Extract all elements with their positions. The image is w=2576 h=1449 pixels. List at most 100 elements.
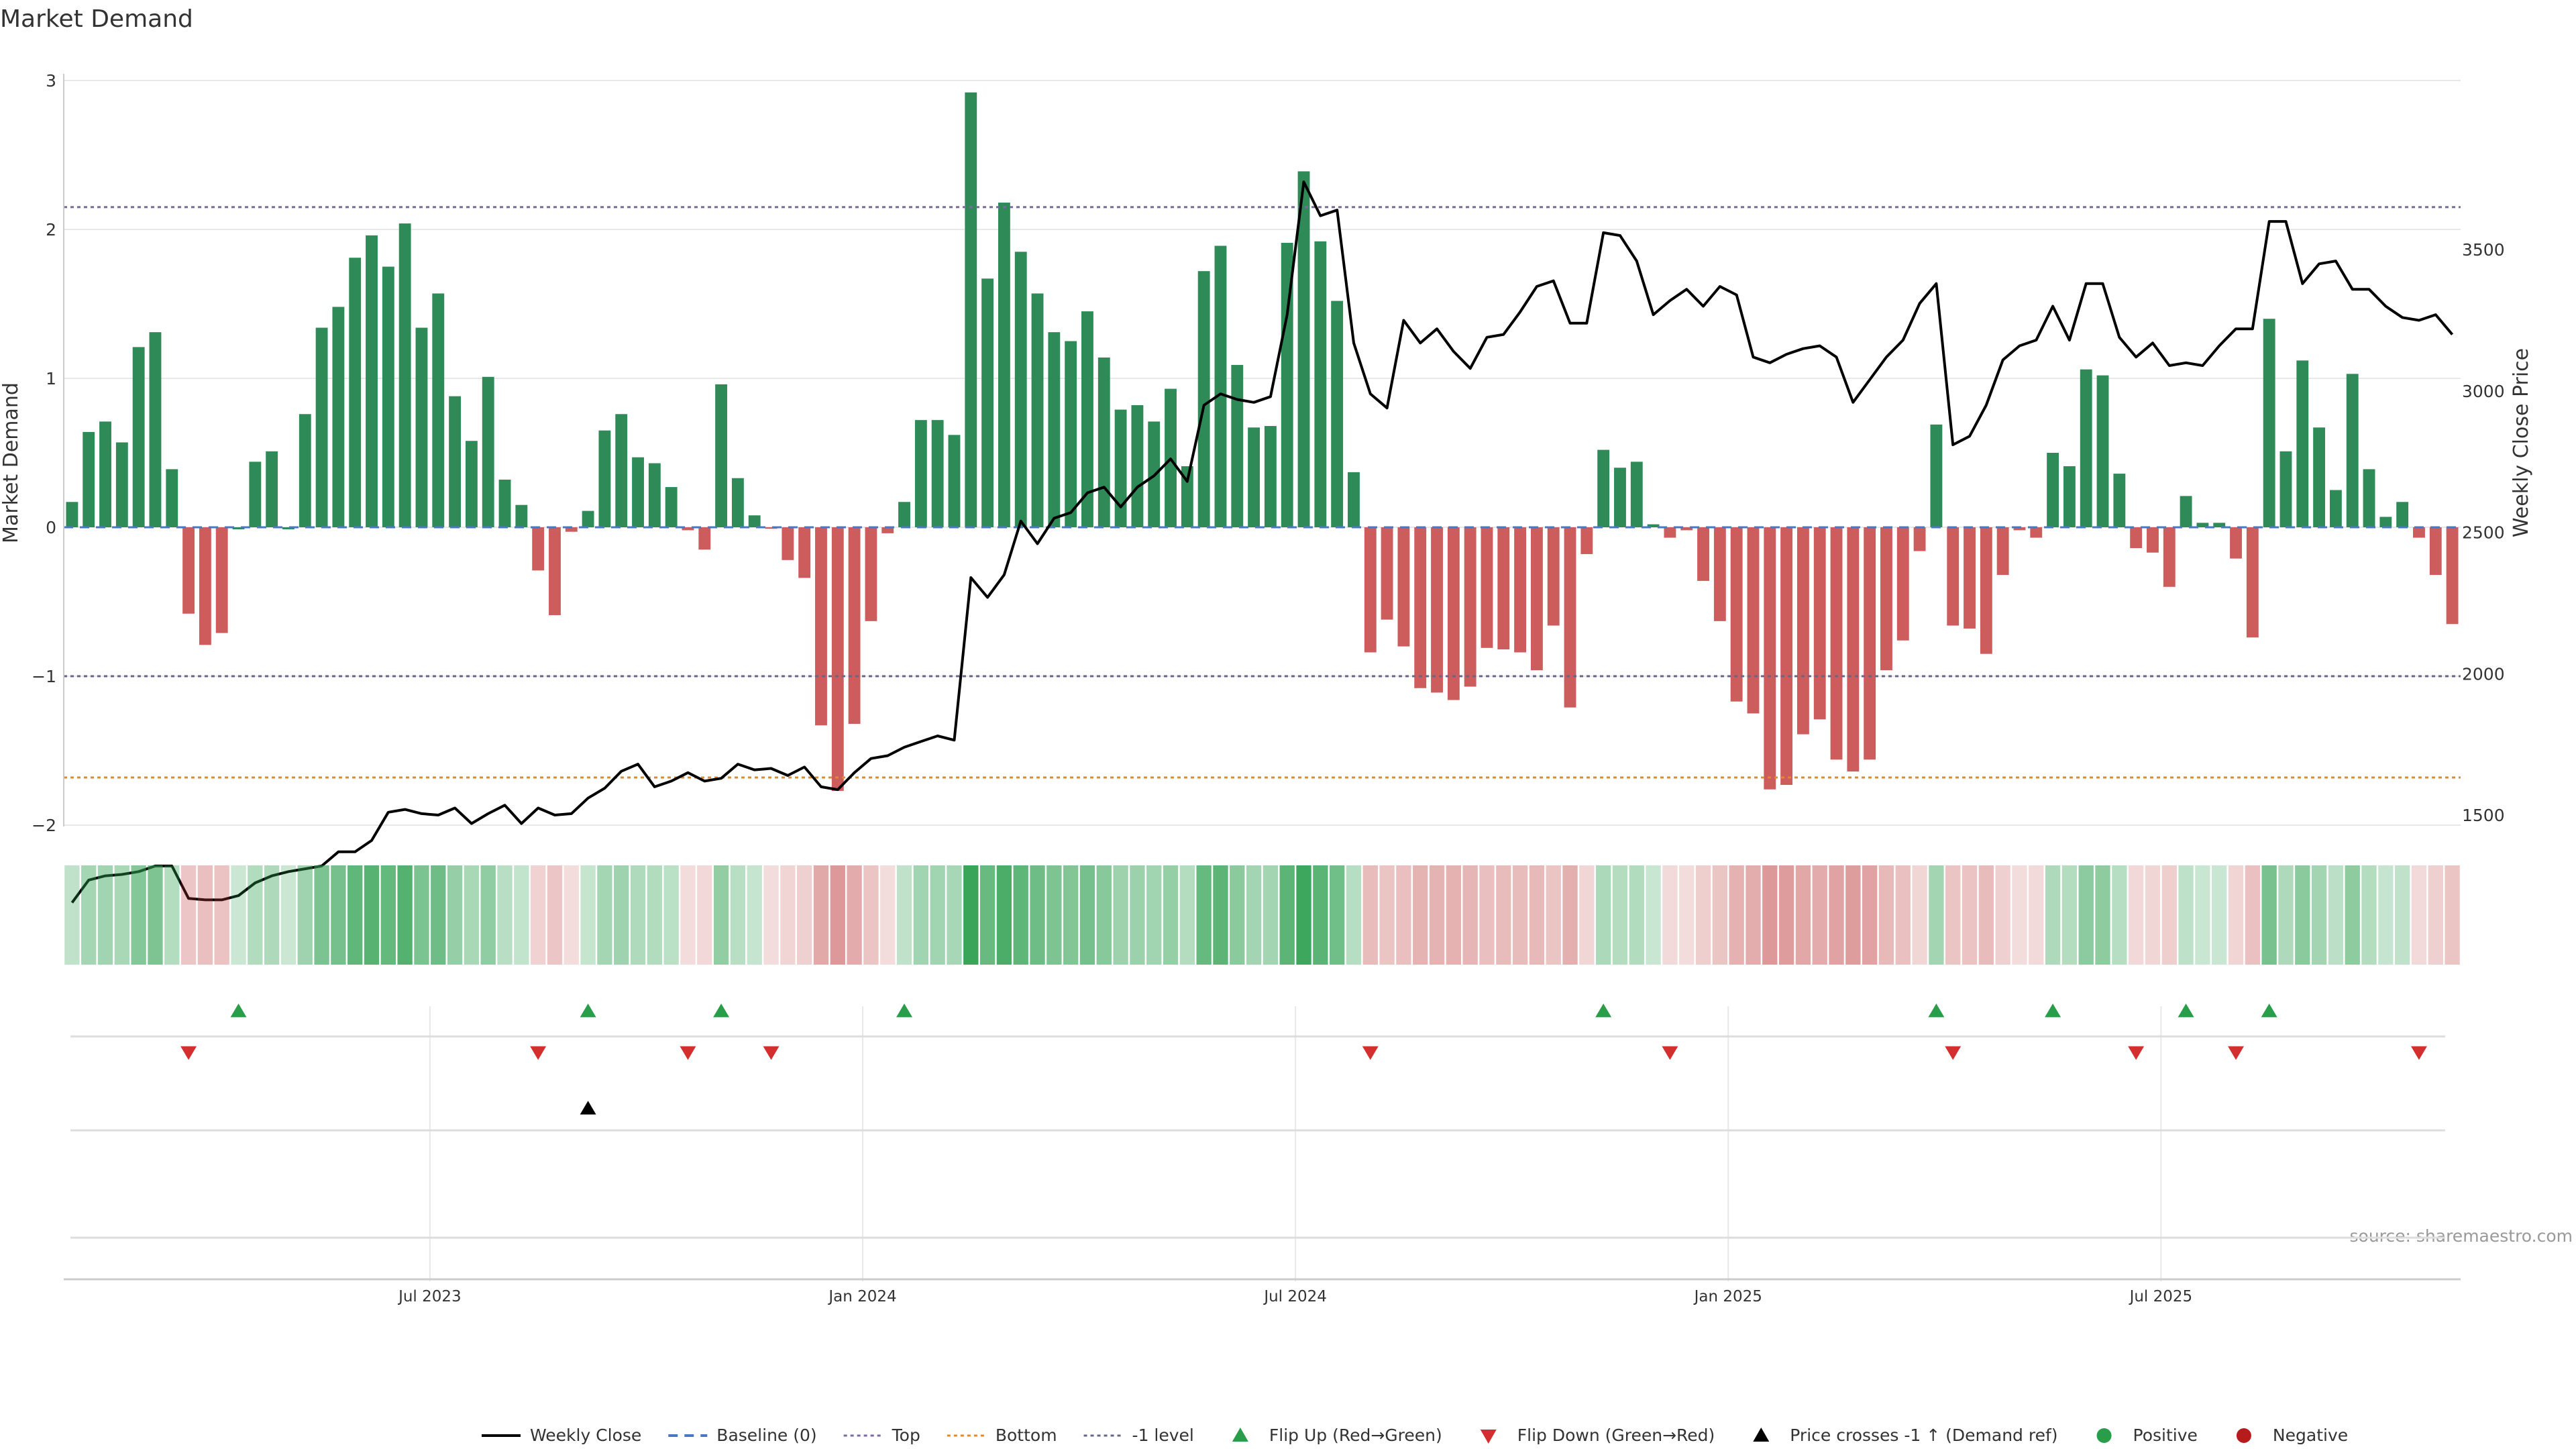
- flip-down-marker: [180, 1046, 197, 1060]
- demand-bar: [299, 414, 311, 527]
- demand-bar: [682, 527, 694, 531]
- flip-down-marker: [1945, 1046, 1962, 1060]
- demand-bar: [2263, 319, 2275, 527]
- heat-cell: [1296, 865, 1311, 965]
- heat-cell: [1413, 865, 1428, 965]
- heat-cell: [114, 865, 130, 965]
- demand-bar: [2396, 502, 2409, 527]
- heat-cell: [847, 865, 862, 965]
- demand-bar: [1847, 527, 1860, 772]
- heat-cell: [896, 865, 912, 965]
- heat-cell: [514, 865, 529, 965]
- heat-cell: [364, 865, 380, 965]
- demand-bar: [215, 527, 228, 633]
- y2-tick-label: 1500: [2462, 806, 2505, 825]
- heat-cell: [280, 865, 297, 965]
- heat-cell: [2261, 865, 2277, 965]
- heat-cell: [2012, 865, 2027, 965]
- demand-bar: [1348, 472, 1360, 527]
- flip-up-marker: [580, 1004, 596, 1018]
- demand-bar: [166, 469, 178, 527]
- demand-bar: [1397, 527, 1410, 647]
- heat-cell: [963, 865, 979, 965]
- heat-cell: [1945, 865, 1961, 965]
- demand-bar: [782, 527, 794, 560]
- flip-up-marker: [896, 1004, 913, 1018]
- flip-down-marker: [763, 1046, 780, 1060]
- heat-cell: [2195, 865, 2210, 965]
- demand-bar: [83, 431, 95, 527]
- heat-cell: [480, 865, 496, 965]
- y2-tick-label: 3500: [2462, 240, 2505, 260]
- demand-bar: [1197, 271, 1210, 527]
- grid-layer: [64, 80, 2461, 1281]
- demand-bar: [2379, 517, 2392, 527]
- demand-bar: [1065, 341, 1077, 527]
- demand-bar: [1747, 527, 1760, 714]
- source-label: source: sharemaestro.com: [2350, 1226, 2573, 1246]
- heat-cell: [2411, 865, 2427, 965]
- y2-tick-label: 2500: [2462, 523, 2505, 543]
- demand-bar: [1097, 357, 1110, 527]
- flip-down-marker: [2410, 1046, 2427, 1060]
- demand-bar: [465, 441, 478, 527]
- legend: Weekly Close Baseline (0) Top Bottom -1 leve…: [482, 1426, 2348, 1445]
- demand-bar: [249, 462, 262, 527]
- heat-cell: [214, 865, 229, 965]
- heat-cell: [464, 865, 480, 965]
- demand-bar: [1214, 246, 1227, 527]
- demand-bar: [1530, 527, 1543, 671]
- demand-bar: [149, 332, 162, 527]
- demand-bar: [1680, 527, 1693, 531]
- heat-cell: [2128, 865, 2144, 965]
- demand-bar: [1730, 527, 1743, 702]
- heat-cell: [2345, 865, 2360, 965]
- demand-bar: [532, 527, 545, 571]
- demand-bar: [2113, 474, 2126, 527]
- legend-item: Bottom: [947, 1426, 1057, 1445]
- flip-down-marker: [1662, 1046, 1678, 1060]
- y-tick-label: 1: [46, 369, 56, 388]
- heat-cell: [780, 865, 796, 965]
- heat-cell: [547, 865, 563, 965]
- heat-cell: [2078, 865, 2094, 965]
- heat-cell: [747, 865, 762, 965]
- flip-up-marker: [713, 1004, 730, 1018]
- demand-bar: [2013, 527, 2026, 531]
- heat-cell: [2278, 865, 2294, 965]
- heat-cell: [1030, 865, 1045, 965]
- heat-cell: [813, 865, 829, 965]
- legend-label: Flip Down (Green→Red): [1517, 1426, 1715, 1445]
- legend-swatch: [2096, 1428, 2112, 1443]
- demand-bar: [432, 293, 445, 527]
- demand-heat-strip: [64, 865, 2460, 965]
- heat-cell: [1762, 865, 1778, 965]
- demand-bar: [582, 511, 594, 527]
- demand-bar: [2213, 523, 2226, 527]
- legend-swatch: [1232, 1428, 1248, 1442]
- heat-cell: [1379, 865, 1395, 965]
- heat-cell: [630, 865, 646, 965]
- demand-bar: [831, 527, 844, 791]
- heat-cell: [614, 865, 629, 965]
- demand-bar: [565, 527, 578, 532]
- demand-bar: [1996, 527, 2009, 576]
- demand-bar: [199, 527, 211, 645]
- legend-label: Baseline (0): [716, 1426, 816, 1445]
- demand-bar: [2279, 451, 2292, 527]
- demand-bar: [2163, 527, 2176, 587]
- demand-bar: [1364, 527, 1377, 653]
- weekly-close-line: [70, 180, 2454, 904]
- heat-cell: [2311, 865, 2327, 965]
- demand-bar: [515, 504, 528, 527]
- heat-cell: [880, 865, 896, 965]
- date-tick-label: Jan 2024: [827, 1288, 896, 1305]
- demand-bar: [1414, 527, 1427, 688]
- demand-bar: [1647, 524, 1660, 527]
- y2-tick-label: 3000: [2462, 382, 2505, 401]
- demand-bar: [1547, 527, 1560, 626]
- demand-bar: [1048, 332, 1061, 527]
- heat-cell: [1279, 865, 1295, 965]
- heat-cell: [1579, 865, 1595, 965]
